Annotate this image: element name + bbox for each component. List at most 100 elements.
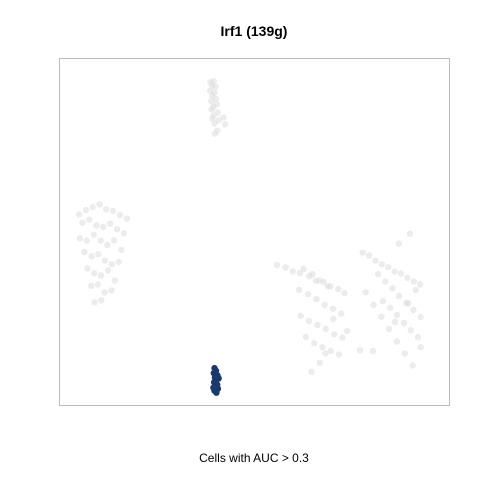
cell-point-38 (90, 231, 98, 238)
cell-point-22 (82, 206, 90, 214)
cell-point-60 (273, 261, 281, 269)
cell-point-34 (113, 226, 121, 233)
cell-point-37 (83, 237, 90, 244)
cell-point-113 (379, 297, 387, 305)
chart-title: Irf1 (139g) (221, 23, 288, 39)
cell-point-129 (391, 318, 399, 326)
cell-point-128 (369, 347, 376, 355)
cell-point-71 (309, 271, 316, 278)
cell-point-88 (319, 344, 326, 351)
cell-point-116 (400, 319, 408, 327)
cell-point-43 (81, 248, 88, 256)
cell-point-8 (207, 98, 215, 105)
cell-point-92 (322, 350, 329, 357)
cell-point-46 (101, 257, 109, 264)
cell-point-25 (103, 206, 110, 213)
cell-point-49 (84, 265, 91, 272)
cell-point-63 (296, 270, 304, 277)
cell-point-132 (395, 240, 402, 247)
cell-point-3 (212, 83, 219, 91)
cell-point-107 (382, 278, 389, 285)
cell-point-68 (335, 285, 342, 293)
cell-point-79 (338, 310, 345, 317)
cell-point-114 (386, 304, 394, 311)
cell-point-130 (405, 300, 412, 307)
cell-point-86 (302, 333, 310, 341)
cell-point-18 (221, 121, 229, 128)
cell-point-62 (289, 268, 296, 275)
cell-point-59 (98, 297, 105, 304)
cell-point-100 (385, 264, 392, 271)
cell-point-50 (91, 270, 98, 277)
cell-point-45 (95, 251, 102, 258)
cell-point-82 (314, 321, 321, 329)
cell-point-87 (311, 340, 318, 347)
cell-point-123 (393, 338, 401, 345)
cell-point-90 (335, 351, 343, 358)
cell-point-89 (327, 347, 334, 355)
cell-point-96 (359, 249, 366, 256)
cell-point-104 (410, 278, 417, 285)
cell-point-119 (362, 289, 369, 296)
cell-point-73 (324, 283, 331, 290)
cell-point-41 (110, 237, 118, 244)
points-layer (76, 78, 424, 396)
cell-point-109 (395, 292, 403, 300)
cell-point-74 (295, 286, 303, 293)
cell-point-14 (209, 115, 216, 122)
cell-point-55 (94, 281, 102, 288)
cell-point-125 (409, 362, 416, 369)
cell-point-23 (89, 203, 96, 211)
active-cell-point-13 (210, 384, 217, 391)
cell-point-7 (212, 95, 220, 103)
cell-point-31 (93, 222, 100, 229)
cell-point-83 (322, 325, 329, 333)
cell-point-127 (356, 347, 364, 354)
cell-point-133 (406, 230, 414, 237)
cell-point-24 (96, 201, 103, 208)
cell-point-111 (410, 306, 417, 314)
cell-point-108 (389, 285, 396, 292)
cell-point-11 (208, 106, 215, 113)
cell-point-93 (308, 368, 315, 375)
cell-point-84 (330, 331, 338, 338)
cell-point-44 (88, 253, 95, 260)
cell-point-20 (211, 130, 219, 137)
cell-point-52 (104, 267, 112, 274)
cell-point-27 (116, 211, 124, 219)
cell-point-99 (378, 261, 385, 268)
cell-point-16 (211, 120, 218, 127)
cell-point-32 (100, 223, 107, 231)
cell-point-42 (118, 246, 125, 254)
cell-point-58 (91, 299, 98, 306)
cell-point-17 (220, 114, 227, 121)
cell-point-26 (109, 207, 117, 214)
cell-point-102 (397, 270, 405, 277)
cell-point-120 (370, 301, 377, 309)
cell-point-80 (297, 312, 304, 319)
x-axis-label: Cells with AUC > 0.3 (199, 451, 309, 465)
cell-point-47 (108, 261, 116, 268)
cell-point-36 (76, 235, 84, 242)
cell-point-75 (304, 290, 312, 298)
cell-point-117 (407, 327, 414, 334)
cell-point-35 (120, 230, 128, 237)
cell-point-39 (97, 237, 104, 244)
cell-point-54 (88, 282, 95, 289)
cell-point-77 (321, 301, 328, 309)
cell-point-97 (365, 252, 373, 259)
cell-point-94 (330, 315, 337, 323)
cell-point-28 (123, 215, 131, 222)
cell-point-126 (417, 344, 424, 351)
cell-point-131 (412, 286, 419, 294)
cell-point-57 (108, 287, 115, 294)
cell-point-33 (106, 220, 114, 227)
cell-point-51 (97, 272, 105, 279)
cell-point-91 (316, 359, 323, 366)
active-cell-point-12 (215, 375, 222, 382)
cell-point-61 (282, 264, 289, 271)
cell-point-101 (391, 268, 398, 275)
cell-point-105 (417, 281, 424, 288)
cell-point-40 (104, 241, 111, 249)
